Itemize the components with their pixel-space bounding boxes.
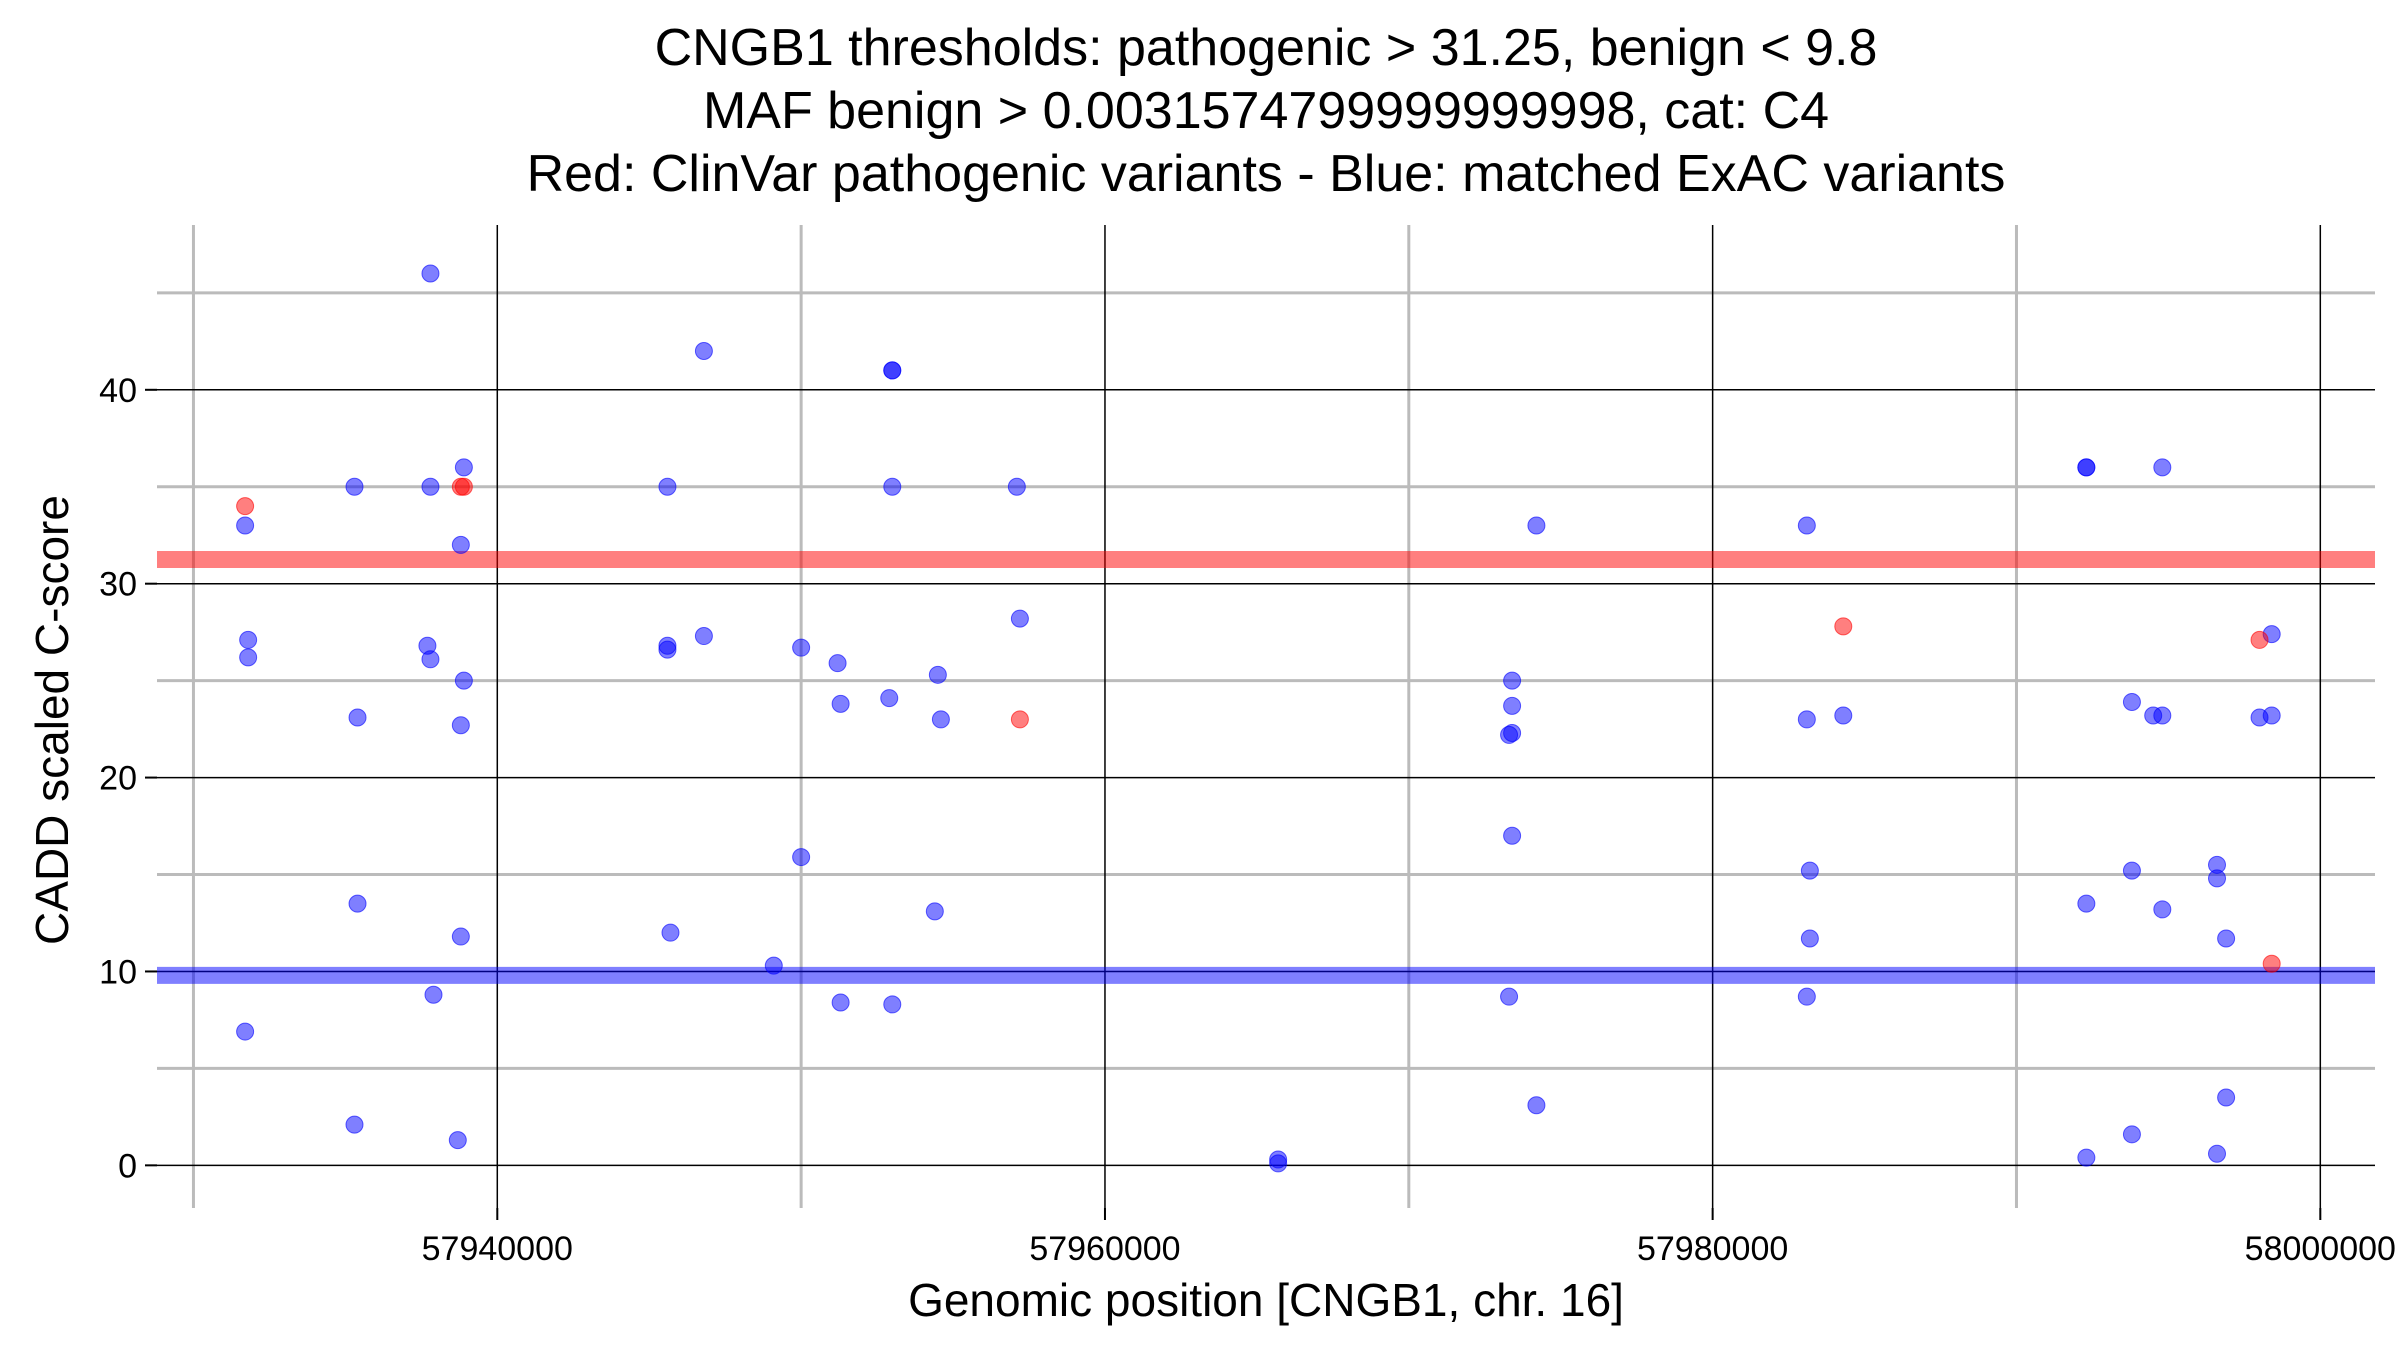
exac-point bbox=[2122, 1125, 2141, 1144]
exac-point bbox=[1800, 861, 1819, 880]
exac-point bbox=[345, 477, 364, 496]
exac-point bbox=[345, 1115, 364, 1134]
exac-point bbox=[883, 477, 902, 496]
exac-point bbox=[883, 995, 902, 1014]
clinvar-point bbox=[236, 497, 255, 516]
exac-point bbox=[925, 902, 944, 921]
exac-point bbox=[880, 689, 899, 708]
exac-point bbox=[451, 535, 470, 554]
exac-point bbox=[694, 627, 713, 646]
exac-point bbox=[2122, 692, 2141, 711]
exac-point bbox=[2217, 929, 2236, 948]
grid-layer bbox=[157, 225, 2375, 1208]
exac-point bbox=[448, 1131, 467, 1150]
exac-point bbox=[1797, 987, 1816, 1006]
chart-title-line-2: MAF benign > 0.0031574799999999998, cat:… bbox=[703, 82, 1829, 140]
exac-point bbox=[661, 923, 680, 942]
exac-point bbox=[454, 458, 473, 477]
exac-point bbox=[454, 671, 473, 690]
exac-point bbox=[792, 848, 811, 867]
exac-point bbox=[658, 477, 677, 496]
y-tick-label: 30 bbox=[99, 566, 137, 604]
exac-point bbox=[1500, 987, 1519, 1006]
exac-point bbox=[236, 516, 255, 535]
x-tick-label: 57940000 bbox=[422, 1230, 573, 1268]
exac-point bbox=[2262, 706, 2281, 725]
exac-point bbox=[828, 654, 847, 673]
exac-point bbox=[236, 1022, 255, 1041]
exac-point bbox=[348, 894, 367, 913]
exac-point bbox=[764, 956, 783, 975]
clinvar-point bbox=[2262, 954, 2281, 973]
exac-point bbox=[831, 993, 850, 1012]
exac-point bbox=[928, 665, 947, 684]
exac-point bbox=[883, 361, 902, 380]
exac-point bbox=[1527, 516, 1546, 535]
y-tick-label: 10 bbox=[99, 953, 137, 991]
exac-point bbox=[451, 927, 470, 946]
exac-point bbox=[1269, 1154, 1288, 1173]
clinvar-point bbox=[1010, 710, 1029, 729]
clinvar-point bbox=[1834, 617, 1853, 636]
exac-point bbox=[421, 477, 440, 496]
exac-point bbox=[694, 342, 713, 361]
exac-point bbox=[1007, 477, 1026, 496]
exac-point bbox=[424, 985, 443, 1004]
exac-point bbox=[451, 716, 470, 735]
exac-point bbox=[1503, 696, 1522, 715]
exac-point bbox=[421, 650, 440, 669]
exac-point bbox=[1010, 609, 1029, 628]
exac-point bbox=[2153, 706, 2172, 725]
exac-point bbox=[1797, 710, 1816, 729]
exac-point bbox=[2153, 458, 2172, 477]
exac-point bbox=[2153, 900, 2172, 919]
x-tick-label: 57980000 bbox=[1637, 1230, 1788, 1268]
exac-point bbox=[2077, 1148, 2096, 1167]
exac-point bbox=[1797, 516, 1816, 535]
exac-point bbox=[421, 264, 440, 283]
y-tick-label: 0 bbox=[118, 1147, 137, 1185]
clinvar-point bbox=[2250, 630, 2269, 649]
exac-point bbox=[1503, 826, 1522, 845]
exac-point bbox=[931, 710, 950, 729]
x-tick-label: 58000000 bbox=[2245, 1230, 2396, 1268]
y-tick-label: 40 bbox=[99, 372, 137, 410]
exac-point bbox=[239, 630, 258, 649]
exac-point bbox=[1503, 671, 1522, 690]
exac-point bbox=[2077, 894, 2096, 913]
chart-title-line-3: Red: ClinVar pathogenic variants - Blue:… bbox=[527, 145, 2006, 203]
exac-point bbox=[239, 648, 258, 667]
y-axis-label: CADD scaled C-score bbox=[26, 495, 78, 945]
x-tick-label: 57960000 bbox=[1029, 1230, 1180, 1268]
exac-point bbox=[658, 640, 677, 659]
x-axis-label: Genomic position [CNGB1, chr. 16] bbox=[908, 1274, 1624, 1326]
exac-point bbox=[792, 638, 811, 657]
exac-point bbox=[1527, 1096, 1546, 1115]
exac-point bbox=[348, 708, 367, 727]
points-layer bbox=[236, 264, 2281, 1173]
exac-point bbox=[1834, 706, 1853, 725]
exac-point bbox=[831, 694, 850, 713]
chart-title-line-1: CNGB1 thresholds: pathogenic > 31.25, be… bbox=[655, 19, 1878, 77]
exac-point bbox=[2122, 861, 2141, 880]
y-tick-label: 20 bbox=[99, 760, 137, 798]
threshold-layer bbox=[157, 550, 2375, 984]
ticks-layer: 57940000 57960000 57980000 58000000 0 10 20 30 4… bbox=[99, 372, 2396, 1268]
exac-point bbox=[2208, 869, 2227, 888]
clinvar-point bbox=[454, 477, 473, 496]
exac-point bbox=[1500, 725, 1519, 744]
exac-point bbox=[2077, 458, 2096, 477]
exac-point bbox=[1800, 929, 1819, 948]
exac-point bbox=[2217, 1088, 2236, 1107]
exac-point bbox=[2208, 1144, 2227, 1163]
